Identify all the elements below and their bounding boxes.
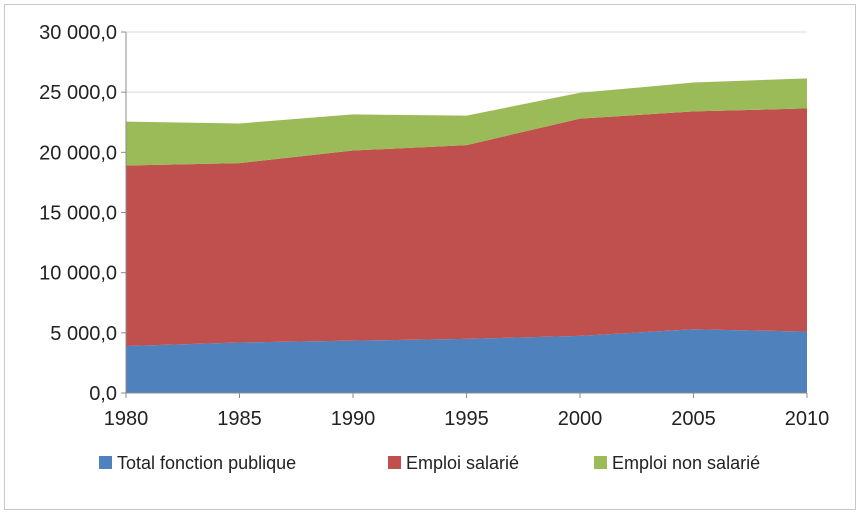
- legend-label-1: Emploi salarié: [406, 453, 519, 473]
- chart-frame: 0,0 5 000,0 10 000,0 15 000,0 20 000,0 25 000…: [4, 4, 856, 510]
- y-tick-label-1: 5 000,0: [50, 323, 117, 345]
- legend: Total fonction publique Emploi salarié Emp…: [99, 453, 760, 473]
- y-tick-label-4: 20 000,0: [39, 142, 117, 164]
- x-tick-label-2: 1990: [331, 408, 376, 430]
- x-tick-label-6: 2010: [785, 408, 830, 430]
- area-series-0: [126, 329, 807, 393]
- x-tick-label-5: 2005: [671, 408, 716, 430]
- area-series: [126, 78, 807, 393]
- x-tick-label-3: 1995: [444, 408, 489, 430]
- legend-swatch-1: [388, 456, 401, 469]
- y-tick-label-3: 15 000,0: [39, 203, 117, 225]
- y-axis-tick-labels: 0,0 5 000,0 10 000,0 15 000,0 20 000,0 25 000…: [39, 22, 126, 405]
- stacked-area-chart: 0,0 5 000,0 10 000,0 15 000,0 20 000,0 25 000…: [39, 22, 830, 473]
- y-tick-label-2: 10 000,0: [39, 263, 117, 285]
- x-tick-label-1: 1985: [217, 408, 262, 430]
- area-series-2: [126, 78, 807, 166]
- legend-swatch-0: [99, 456, 112, 469]
- legend-swatch-2: [594, 456, 607, 469]
- y-tick-label-0: 0,0: [89, 383, 117, 405]
- area-series-1: [126, 108, 807, 347]
- x-axis-tick-labels: 1980 1985 1990 1995 2000 2005 2010: [104, 393, 830, 430]
- y-tick-label-6: 30 000,0: [39, 22, 117, 44]
- x-tick-label-4: 2000: [558, 408, 603, 430]
- legend-label-2: Emploi non salarié: [612, 453, 760, 473]
- legend-label-0: Total fonction publique: [117, 453, 296, 473]
- x-tick-label-0: 1980: [104, 408, 149, 430]
- y-tick-label-5: 25 000,0: [39, 82, 117, 104]
